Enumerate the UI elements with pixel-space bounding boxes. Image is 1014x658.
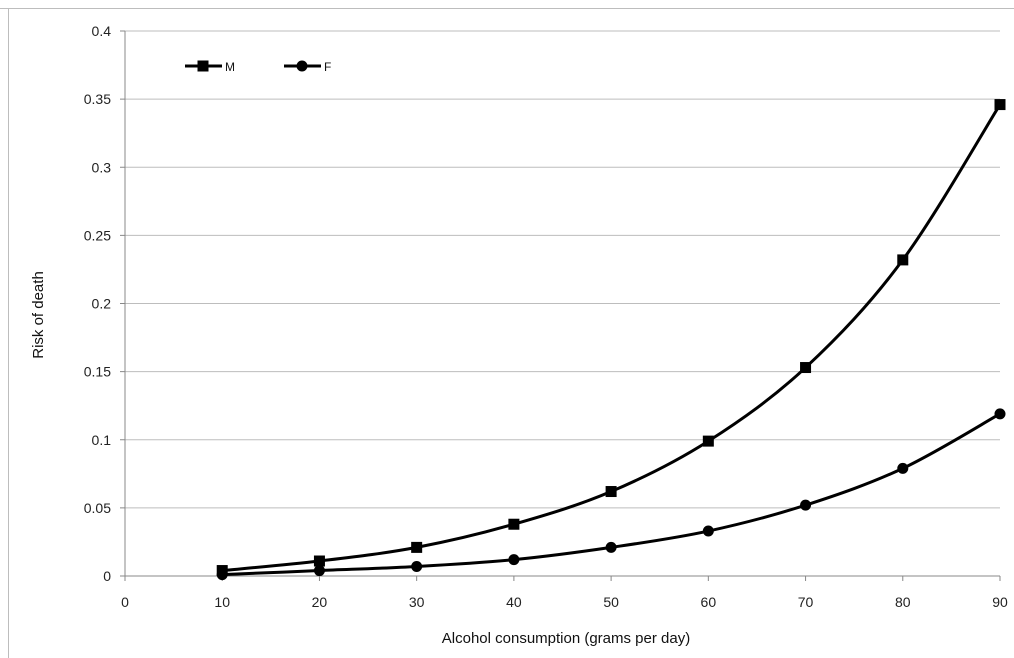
y-tick-label: 0.2 bbox=[92, 296, 112, 312]
y-tick-label: 0 bbox=[103, 568, 111, 584]
frame-left-border bbox=[8, 8, 9, 658]
x-tick-labels: 0 10 20 30 40 50 60 70 80 90 bbox=[121, 576, 1008, 610]
data-point-f bbox=[313, 565, 325, 577]
legend-item-f: F bbox=[284, 60, 331, 74]
x-tick-label: 0 bbox=[121, 594, 129, 610]
series-group bbox=[216, 99, 1006, 581]
y-tick-label: 0.05 bbox=[84, 500, 111, 516]
frame-top-border bbox=[0, 8, 1014, 9]
data-point-f bbox=[508, 554, 520, 566]
legend-label-f: F bbox=[324, 60, 331, 74]
data-point-f bbox=[411, 560, 423, 572]
series-f bbox=[216, 408, 1006, 581]
data-point-m bbox=[411, 541, 423, 553]
data-point-f bbox=[994, 408, 1006, 420]
legend-label-m: M bbox=[225, 60, 235, 74]
data-point-m bbox=[508, 518, 520, 530]
data-point-m bbox=[897, 254, 909, 266]
y-tick-label: 0.1 bbox=[92, 432, 112, 448]
x-tick-label: 90 bbox=[992, 594, 1008, 610]
data-point-f bbox=[216, 569, 228, 581]
y-tick-labels: 0 0.05 0.1 0.15 0.2 0.25 0.3 0.35 0.4 bbox=[84, 23, 125, 584]
x-tick-label: 40 bbox=[506, 594, 522, 610]
data-point-f bbox=[605, 541, 617, 553]
x-axis-title: Alcohol consumption (grams per day) bbox=[442, 630, 690, 647]
y-tick-label: 0.35 bbox=[84, 91, 111, 107]
y-tick-label: 0.15 bbox=[84, 364, 111, 380]
series-m bbox=[216, 99, 1006, 577]
legend-marker-f bbox=[296, 60, 308, 72]
data-point-m bbox=[313, 555, 325, 567]
data-point-f bbox=[897, 462, 909, 474]
x-tick-label: 50 bbox=[603, 594, 619, 610]
data-point-m bbox=[605, 486, 617, 498]
y-tick-label: 0.25 bbox=[84, 227, 111, 243]
y-axis-title: Risk of death bbox=[30, 271, 47, 359]
x-tick-label: 70 bbox=[798, 594, 814, 610]
y-tick-label: 0.3 bbox=[92, 159, 112, 175]
x-tick-label: 30 bbox=[409, 594, 425, 610]
legend-marker-m bbox=[197, 60, 209, 72]
x-tick-label: 20 bbox=[312, 594, 328, 610]
series-line-m bbox=[222, 103, 1002, 573]
data-point-m bbox=[800, 362, 812, 374]
x-tick-label: 10 bbox=[214, 594, 230, 610]
data-point-m bbox=[994, 99, 1006, 111]
x-tick-label: 60 bbox=[701, 594, 717, 610]
gridlines bbox=[125, 30, 1000, 509]
data-point-f bbox=[702, 525, 714, 537]
legend-item-m: M bbox=[185, 60, 235, 74]
x-tick-label: 80 bbox=[895, 594, 911, 610]
data-point-f bbox=[800, 499, 812, 511]
y-tick-label: 0.4 bbox=[92, 23, 112, 39]
data-point-m bbox=[702, 435, 714, 447]
